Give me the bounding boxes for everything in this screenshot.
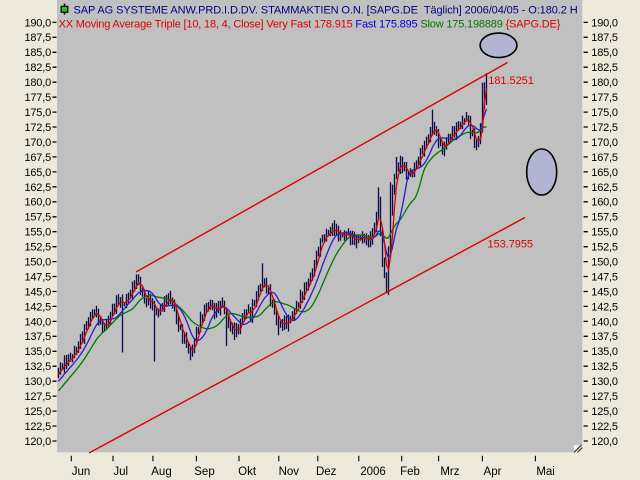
- svg-text:185,0: 185,0: [24, 47, 51, 59]
- svg-text:145,0: 145,0: [24, 286, 51, 298]
- svg-text:120,0: 120,0: [24, 436, 51, 448]
- svg-text:Feb: Feb: [400, 466, 420, 478]
- svg-text:Mai: Mai: [536, 466, 555, 478]
- svg-text:170,0: 170,0: [24, 137, 51, 149]
- svg-text:153.7955: 153.7955: [488, 239, 533, 251]
- svg-text:157,5: 157,5: [24, 212, 51, 224]
- svg-text:180,0: 180,0: [24, 77, 51, 89]
- svg-text:137,5: 137,5: [24, 331, 51, 343]
- svg-text:182,5: 182,5: [24, 62, 51, 74]
- svg-text:175,0: 175,0: [24, 107, 51, 119]
- svg-text:180,0: 180,0: [591, 77, 618, 89]
- svg-text:Mrz: Mrz: [440, 466, 459, 478]
- svg-text:132,5: 132,5: [24, 361, 51, 373]
- svg-text:165,0: 165,0: [591, 167, 618, 179]
- svg-text:Aug: Aug: [151, 466, 171, 478]
- svg-text:147,5: 147,5: [24, 271, 51, 283]
- svg-text:175,0: 175,0: [591, 107, 618, 119]
- svg-text:177,5: 177,5: [591, 92, 618, 104]
- svg-text:150,0: 150,0: [591, 257, 618, 269]
- svg-text:140,0: 140,0: [24, 316, 51, 328]
- svg-text:147,5: 147,5: [591, 271, 618, 283]
- svg-text:125,0: 125,0: [591, 406, 618, 418]
- svg-text:165,0: 165,0: [24, 167, 51, 179]
- svg-text:127,5: 127,5: [24, 391, 51, 403]
- svg-text:Dez: Dez: [316, 466, 337, 478]
- svg-text:190,0: 190,0: [24, 17, 51, 29]
- svg-text:132,5: 132,5: [591, 361, 618, 373]
- svg-text:Nov: Nov: [279, 466, 300, 478]
- svg-text:120,0: 120,0: [591, 436, 618, 448]
- svg-text:160,0: 160,0: [24, 197, 51, 209]
- svg-text:137,5: 137,5: [591, 331, 618, 343]
- svg-text:152,5: 152,5: [591, 242, 618, 254]
- svg-text:135,0: 135,0: [24, 346, 51, 358]
- svg-text:157,5: 157,5: [591, 212, 618, 224]
- svg-text:Okt: Okt: [238, 466, 257, 478]
- svg-text:167,5: 167,5: [591, 152, 618, 164]
- svg-text:Apr: Apr: [484, 466, 502, 478]
- svg-text:162,5: 162,5: [24, 182, 51, 194]
- svg-text:XX Moving Average Triple [10,: XX Moving Average Triple [10, 18, 4, Clo…: [59, 19, 561, 31]
- svg-text:155,0: 155,0: [24, 227, 51, 239]
- svg-text:167,5: 167,5: [24, 152, 51, 164]
- svg-text:130,0: 130,0: [24, 376, 51, 388]
- svg-text:160,0: 160,0: [591, 197, 618, 209]
- svg-text:181.5251: 181.5251: [488, 75, 533, 87]
- svg-text:155,0: 155,0: [591, 227, 618, 239]
- svg-text:130,0: 130,0: [591, 376, 618, 388]
- svg-text:Jul: Jul: [113, 466, 128, 478]
- svg-text:190,0: 190,0: [591, 17, 618, 29]
- svg-text:142,5: 142,5: [591, 301, 618, 313]
- svg-text:162,5: 162,5: [591, 182, 618, 194]
- svg-text:135,0: 135,0: [591, 346, 618, 358]
- svg-text:SAP AG SYSTEME ANW.PRD.I.D.DV.: SAP AG SYSTEME ANW.PRD.I.D.DV. STAMMAKTI…: [74, 5, 578, 17]
- svg-text:170,0: 170,0: [591, 137, 618, 149]
- svg-text:150,0: 150,0: [24, 257, 51, 269]
- svg-text:2006: 2006: [360, 466, 386, 478]
- svg-text:142,5: 142,5: [24, 301, 51, 313]
- svg-text:187,5: 187,5: [591, 32, 618, 44]
- svg-text:187,5: 187,5: [24, 32, 51, 44]
- svg-text:122,5: 122,5: [591, 421, 618, 433]
- svg-text:185,0: 185,0: [591, 47, 618, 59]
- svg-text:177,5: 177,5: [24, 92, 51, 104]
- svg-text:127,5: 127,5: [591, 391, 618, 403]
- svg-text:172,5: 172,5: [24, 122, 51, 134]
- svg-text:145,0: 145,0: [591, 286, 618, 298]
- svg-text:122,5: 122,5: [24, 421, 51, 433]
- svg-text:182,5: 182,5: [591, 62, 618, 74]
- svg-text:140,0: 140,0: [591, 316, 618, 328]
- svg-text:172,5: 172,5: [591, 122, 618, 134]
- svg-text:152,5: 152,5: [24, 242, 51, 254]
- svg-text:125,0: 125,0: [24, 406, 51, 418]
- svg-text:Sep: Sep: [194, 466, 214, 478]
- svg-text:Jun: Jun: [72, 466, 91, 478]
